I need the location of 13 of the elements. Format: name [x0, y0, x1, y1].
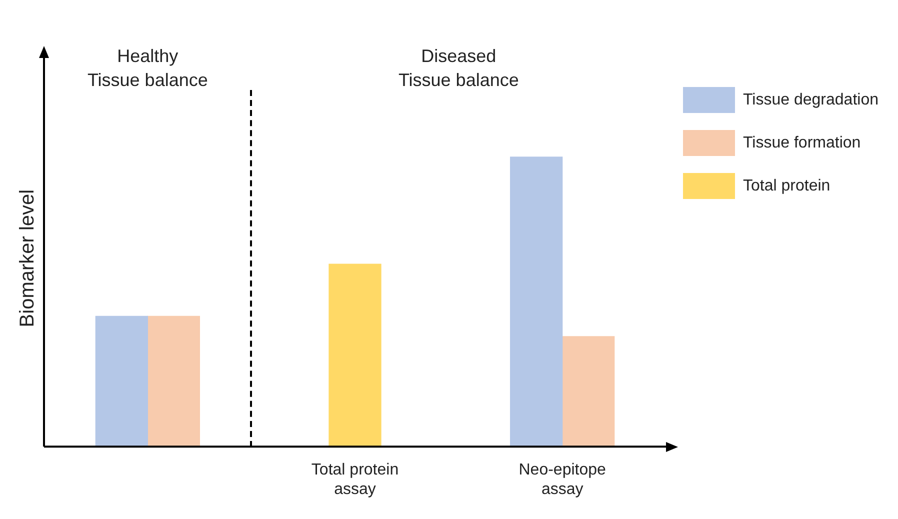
text: Diseased Tissue balance [398, 46, 519, 90]
y-axis-title: Biomarker level [16, 189, 39, 328]
bar [147, 316, 200, 447]
bar [562, 336, 615, 447]
legend-label: Tissue degradation [743, 91, 878, 108]
x-tick-label: Neo-epitope assay [518, 462, 606, 498]
legend-label: Tissue formation [743, 134, 861, 152]
bar [95, 316, 148, 447]
bar [510, 156, 563, 447]
bar [328, 264, 382, 447]
legend-label: Total protein [743, 177, 830, 194]
x-tick-label: Total protein assay [311, 462, 399, 498]
text: Healthy Tissue balance [87, 46, 208, 90]
